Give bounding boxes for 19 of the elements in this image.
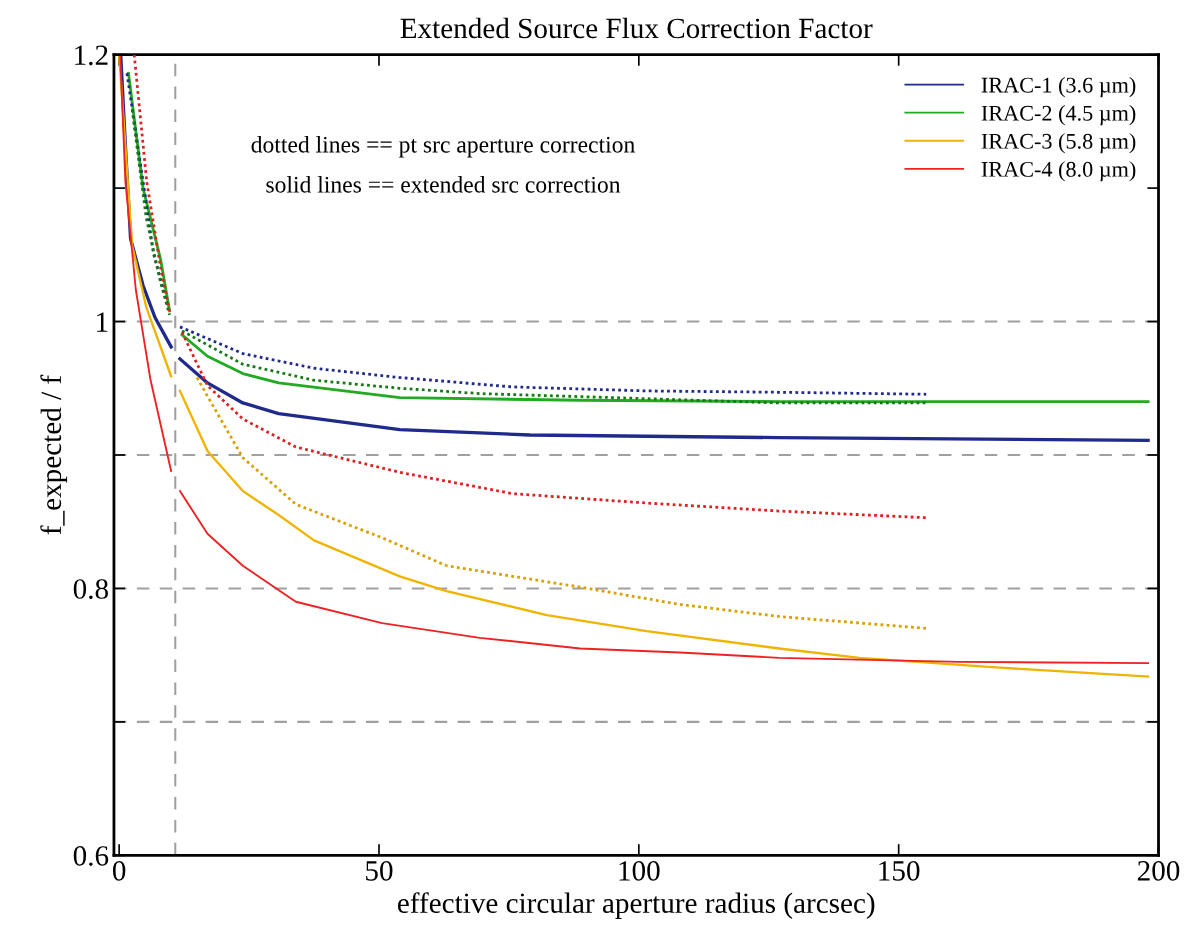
legend-label: IRAC-2 (4.5 µm) [981, 105, 1136, 126]
annotation: dotted lines == pt src aperture correction [251, 136, 635, 158]
legend-label: IRAC-4 (8.0 µm) [981, 161, 1136, 182]
chart-title: Extended Source Flux Correction Factor [400, 17, 873, 39]
y-tick-label: 0.8 [73, 579, 108, 599]
y-tick-label: 0.6 [73, 846, 109, 866]
y-axis-title: f_expected / f [40, 374, 68, 535]
x-tick-label: 150 [879, 861, 920, 881]
x-tick-label: 100 [619, 861, 660, 881]
line-series [195, 376, 928, 630]
y-tick-label: 1.2 [75, 45, 108, 66]
annotation: solid lines == extended src correction [266, 176, 621, 193]
y-tick-label: 1 [97, 312, 108, 332]
x-tick-label: 0 [112, 861, 126, 881]
legend-label: IRAC-3 (5.8 µm) [981, 133, 1136, 154]
x-tick-label: 50 [366, 861, 393, 881]
x-axis-title: effective circular aperture radius (arcsec) [397, 892, 875, 919]
x-tick-label: 200 [1137, 861, 1180, 881]
legend-label: IRAC-1 (3.6 µm) [981, 76, 1136, 98]
